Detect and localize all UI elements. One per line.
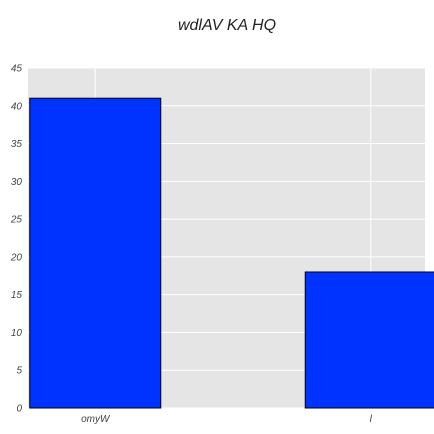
bars-group — [29, 97, 434, 409]
bar-omyW — [29, 97, 162, 409]
y-tick-label: 45 — [11, 64, 23, 75]
y-tick-label: 10 — [11, 328, 23, 339]
x-tick-label: l — [370, 414, 373, 425]
y-tick-label: 20 — [10, 252, 23, 263]
y-tick-label: 15 — [11, 290, 23, 301]
bar-l — [304, 271, 434, 409]
y-tick-label: 0 — [16, 404, 22, 415]
y-tick-label: 35 — [11, 139, 23, 150]
chart-title: wdlAV KA HQ — [178, 17, 276, 34]
x-tick-label: omyW — [81, 414, 111, 425]
y-tick-label: 40 — [11, 101, 23, 112]
y-tick-label: 30 — [11, 177, 23, 188]
y-axis-ticks: 0 5 10 15 20 25 30 35 40 45 — [10, 64, 23, 415]
y-tick-label: 5 — [16, 366, 22, 377]
y-tick-label: 25 — [10, 215, 23, 226]
x-axis-ticks: omyW l — [81, 414, 373, 425]
